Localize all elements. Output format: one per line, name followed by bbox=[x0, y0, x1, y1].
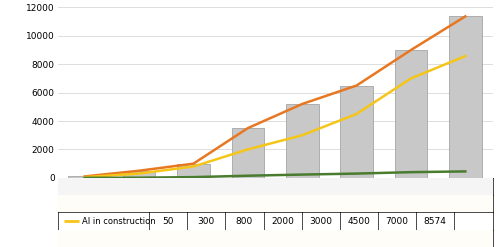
Text: 2016: 2016 bbox=[195, 182, 218, 191]
Text: 453: 453 bbox=[426, 234, 444, 243]
Text: 2022: 2022 bbox=[424, 182, 446, 191]
Text: 10: 10 bbox=[200, 234, 212, 243]
Text: 2020: 2020 bbox=[348, 182, 370, 191]
Text: 400: 400 bbox=[388, 234, 406, 243]
Text: AI in construction: AI in construction bbox=[82, 217, 155, 226]
Text: 2017: 2017 bbox=[233, 182, 256, 191]
Text: 9000: 9000 bbox=[386, 199, 408, 208]
Text: 7000: 7000 bbox=[386, 217, 408, 226]
Text: 2018: 2018 bbox=[271, 182, 294, 191]
Text: 0: 0 bbox=[166, 234, 171, 243]
Text: 2021: 2021 bbox=[386, 182, 408, 191]
Text: 8574: 8574 bbox=[424, 217, 446, 226]
Text: 800: 800 bbox=[236, 217, 253, 226]
Text: 3000: 3000 bbox=[310, 217, 332, 226]
Text: BIM & AI integration: BIM & AI integration bbox=[82, 234, 166, 243]
Bar bbox=[286, 104, 318, 178]
Text: 11368: 11368 bbox=[421, 199, 450, 208]
Text: 6500: 6500 bbox=[348, 199, 370, 208]
Text: 230: 230 bbox=[312, 234, 330, 243]
Text: 50: 50 bbox=[162, 217, 174, 226]
Text: BIM in construction: BIM in construction bbox=[82, 199, 162, 208]
Text: 50: 50 bbox=[238, 234, 250, 243]
Text: 4500: 4500 bbox=[348, 217, 370, 226]
Text: 2019: 2019 bbox=[310, 182, 332, 191]
Text: 150: 150 bbox=[274, 234, 291, 243]
Bar bbox=[232, 128, 264, 178]
Text: 2015: 2015 bbox=[156, 182, 180, 191]
Text: 3500: 3500 bbox=[271, 199, 294, 208]
Text: 300: 300 bbox=[198, 217, 215, 226]
Bar bbox=[394, 50, 427, 178]
Bar bbox=[449, 16, 482, 178]
Text: 2000: 2000 bbox=[271, 217, 294, 226]
Text: 5200: 5200 bbox=[310, 199, 332, 208]
Bar bbox=[177, 164, 210, 178]
Text: 300: 300 bbox=[350, 234, 368, 243]
Bar bbox=[68, 176, 101, 178]
Text: 500: 500 bbox=[198, 199, 215, 208]
Text: 1000: 1000 bbox=[233, 199, 256, 208]
Bar bbox=[123, 171, 156, 178]
Text: 100: 100 bbox=[160, 199, 177, 208]
Bar bbox=[340, 85, 373, 178]
